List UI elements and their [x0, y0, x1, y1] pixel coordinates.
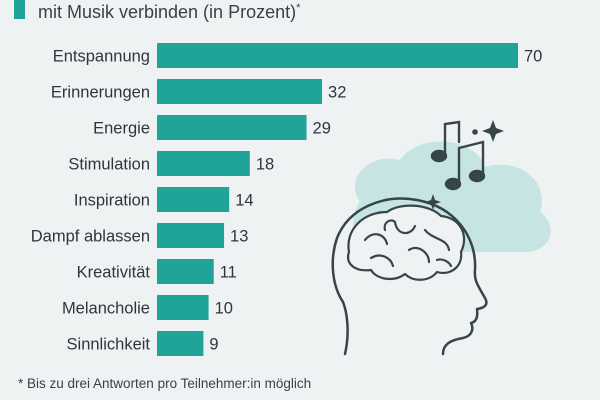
- category-label: Erinnerungen: [51, 84, 150, 102]
- footnote: * Bis zu drei Antworten pro Teilnehmer:i…: [18, 376, 312, 391]
- bar: [157, 115, 307, 140]
- category-label: Entspannung: [53, 48, 150, 66]
- brain-icon: [347, 204, 466, 281]
- music-brain-illustration: [331, 120, 551, 356]
- value-label: 14: [235, 192, 253, 210]
- sparkle-icon: [425, 120, 504, 210]
- category-label: Kreativität: [77, 264, 151, 282]
- bar: [157, 295, 209, 320]
- category-label: Energie: [93, 120, 150, 138]
- value-label: 29: [313, 120, 331, 138]
- category-label: Dampf ablassen: [31, 228, 150, 246]
- value-label: 18: [256, 156, 274, 174]
- bars-layer: Entspannung 70 Erinnerungen 32 Energie 29 Stim…: [31, 43, 542, 356]
- bar-row: Entspannung 70: [53, 43, 542, 68]
- bar-row: Energie 29: [93, 115, 331, 140]
- category-label: Stimulation: [68, 156, 150, 174]
- bar-row: Sinnlichkeit 9: [67, 331, 219, 356]
- bar: [157, 187, 230, 212]
- value-label: 32: [328, 84, 346, 102]
- title-marker: [14, 0, 25, 19]
- bar-row: Erinnerungen 32: [51, 79, 346, 104]
- value-label: 10: [215, 300, 233, 318]
- value-label: 70: [524, 48, 542, 66]
- value-label: 9: [209, 336, 218, 354]
- category-label: Melancholie: [62, 300, 150, 318]
- bar-row: Stimulation 18: [68, 151, 274, 176]
- music-note-icon: [430, 120, 486, 191]
- bar-row: Inspiration 14: [74, 187, 254, 212]
- bar: [157, 79, 323, 104]
- bar: [157, 331, 204, 356]
- bar-row: Melancholie 10: [62, 295, 233, 320]
- bar-row: Dampf ablassen 13: [31, 223, 248, 248]
- value-label: 13: [230, 228, 248, 246]
- bar: [157, 259, 214, 284]
- head-silhouette-icon: [331, 197, 488, 356]
- bar-row: Kreativität 11: [77, 259, 237, 284]
- bar: [157, 223, 225, 248]
- category-label: Inspiration: [74, 192, 150, 210]
- chart-subtitle-text: mit Musik verbinden (in Prozent): [38, 2, 297, 22]
- bar: [157, 151, 250, 176]
- chart-subtitle: mit Musik verbinden (in Prozent)*: [38, 2, 300, 23]
- category-label: Sinnlichkeit: [67, 336, 151, 354]
- subtitle-footnote-mark: *: [296, 2, 301, 14]
- bar: [157, 43, 518, 68]
- value-label: 11: [220, 264, 237, 282]
- bar-chart: Entspannung 70 Erinnerungen 32 Energie 29 Stim…: [31, 43, 542, 356]
